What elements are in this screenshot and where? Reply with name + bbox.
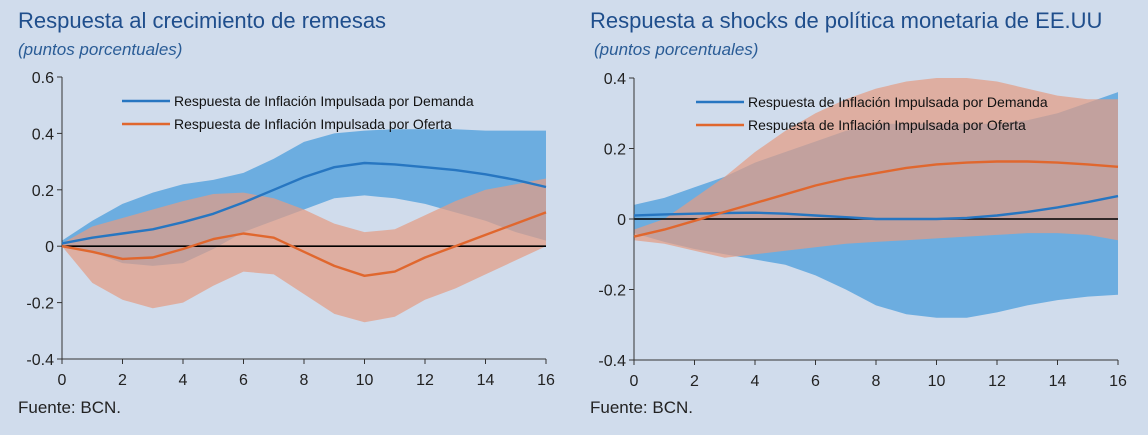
- x-tick-label: 2: [118, 372, 127, 389]
- chart-title: Respuesta al crecimiento de remesas: [18, 8, 387, 33]
- y-tick-label: -0.2: [26, 296, 54, 313]
- y-tick-label: -0.4: [26, 352, 54, 369]
- y-tick-label: 0.6: [32, 70, 54, 87]
- x-tick-label: 16: [1109, 373, 1127, 390]
- legend-label-2: Respuesta de Inflación Impulsada por Ofe…: [748, 117, 1026, 133]
- series-line-2: [61, 211, 547, 277]
- chart-subtitle: (puntos porcentuales): [594, 40, 759, 59]
- legend-label-1: Respuesta de Inflación Impulsada por Dem…: [174, 93, 474, 109]
- x-tick-label: 4: [179, 372, 188, 389]
- y-tick-label: -0.4: [598, 353, 626, 370]
- chart-plot-us-monetary-policy: -0.4 -0.2 0 0.2 0.4 0 2 4 6 8 10 12 14 16 Respuesta de…: [598, 71, 1127, 390]
- y-tick-label: 0.2: [32, 183, 54, 200]
- y-tick-label: 0: [617, 212, 626, 229]
- y-tick-label: -0.2: [598, 283, 626, 300]
- series-line-1: [633, 194, 1119, 221]
- series-line-1: [61, 161, 547, 245]
- x-tick-label: 14: [477, 372, 495, 389]
- chart-subtitle: (puntos porcentuales): [18, 40, 183, 59]
- chart-panel-remittances: Respuesta al crecimiento de remesas (pun…: [18, 8, 555, 417]
- chart-plot-remittances: -0.4 -0.2 0 0.2 0.4 0.6 0 2 4 6 8 10 12 14 16 Respuesta…: [26, 70, 555, 389]
- x-tick-label: 10: [928, 373, 946, 390]
- x-tick-label: 8: [872, 373, 881, 390]
- x-tick-label: 8: [300, 372, 309, 389]
- x-tick-label: 6: [811, 373, 820, 390]
- y-tick-label: 0.4: [604, 71, 626, 88]
- chart-title: Respuesta a shocks de política monetaria…: [590, 8, 1103, 33]
- y-tick-label: 0.2: [604, 142, 626, 159]
- x-tick-label: 0: [630, 373, 639, 390]
- x-tick-label: 4: [751, 373, 760, 390]
- chart-source: Fuente: BCN.: [18, 398, 121, 417]
- x-tick-label: 6: [239, 372, 248, 389]
- x-tick-label: 2: [690, 373, 699, 390]
- y-tick-label: 0.4: [32, 126, 54, 143]
- x-tick-label: 10: [356, 372, 374, 389]
- legend-label-1: Respuesta de Inflación Impulsada por Dem…: [748, 94, 1048, 110]
- legend-label-2: Respuesta de Inflación Impulsada por Ofe…: [174, 116, 452, 132]
- x-tick-label: 12: [988, 373, 1006, 390]
- x-tick-label: 12: [416, 372, 434, 389]
- series-line-2: [633, 160, 1119, 238]
- x-tick-label: 14: [1049, 373, 1067, 390]
- chart-panel-us-monetary-policy: Respuesta a shocks de política monetaria…: [574, 0, 1148, 435]
- y-tick-label: 0: [45, 239, 54, 256]
- x-tick-label: 0: [58, 372, 67, 389]
- confidence-band-2: [62, 178, 546, 323]
- x-tick-label: 16: [537, 372, 555, 389]
- chart-source: Fuente: BCN.: [590, 398, 693, 417]
